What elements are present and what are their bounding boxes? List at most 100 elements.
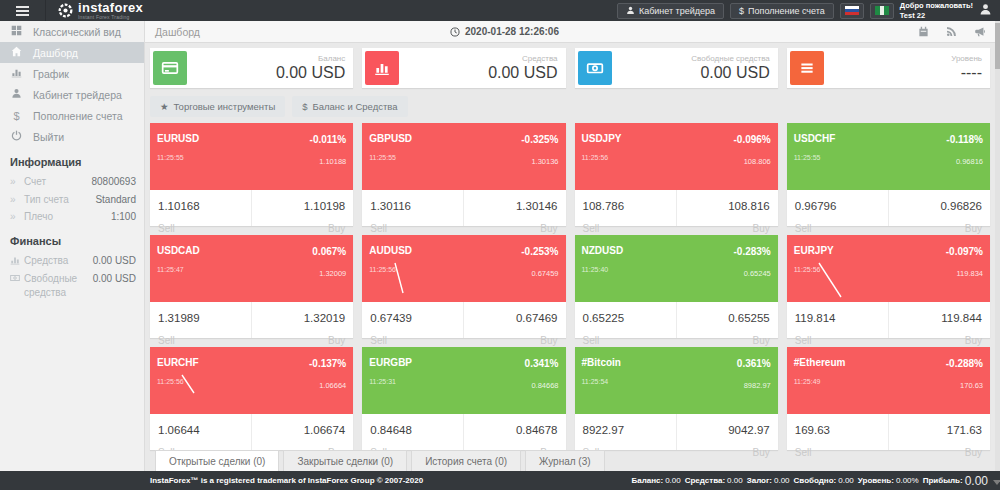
- sell-button[interactable]: 108.786Sell: [575, 190, 677, 226]
- buy-button[interactable]: 0.84678Buy: [464, 414, 565, 450]
- buy-button[interactable]: 9042.97Buy: [677, 414, 778, 450]
- sidebar-item-dashboard[interactable]: Дашборд: [0, 42, 144, 63]
- tile-time: 11:25:55: [157, 154, 184, 161]
- scrollbar-down-arrow[interactable]: [993, 480, 1000, 485]
- buy-button[interactable]: 0.67469Buy: [464, 302, 565, 338]
- quote-tile-ethereum[interactable]: #Ethereum11:25:49 -0.288%170.63 169.63Se…: [787, 347, 990, 450]
- quote-tile-usdjpy[interactable]: USDJPY11:25:56 -0.096%108.806 108.786Sel…: [575, 123, 778, 226]
- person-icon: [626, 6, 635, 15]
- top-header: instaforex Instant Forex Trading Кабинет…: [0, 0, 1000, 21]
- tile-symbol: USDCHF: [794, 133, 836, 144]
- tile-symbol: EURCHF: [157, 357, 199, 368]
- quote-tile-usdcad[interactable]: USDCAD11:25:47 0.067%1.32009 1.31989Sell…: [150, 235, 353, 338]
- buy-button[interactable]: 1.32019Buy: [252, 302, 353, 338]
- sell-button[interactable]: 1.31989Sell: [150, 302, 252, 338]
- copyright-text: InstaForex™ is a registered trademark of…: [150, 476, 423, 485]
- sidebar-item-logout[interactable]: Выйти: [0, 126, 144, 147]
- buy-button[interactable]: 171.63Buy: [889, 414, 990, 450]
- card-label: Средства: [522, 54, 557, 64]
- vertical-scrollbar[interactable]: [995, 21, 1000, 471]
- sell-button[interactable]: 0.65225Sell: [575, 302, 677, 338]
- quote-tiles: EURUSD11:25:55 -0.011%1.10188 1.10168Sel…: [150, 123, 990, 450]
- buy-button[interactable]: 108.816Buy: [677, 190, 778, 226]
- tile-symbol: NZDUSD: [582, 245, 624, 256]
- sidebar-item-trader-cabinet[interactable]: Кабинет трейдера: [0, 84, 144, 105]
- sell-button[interactable]: 169.63Sell: [787, 414, 889, 450]
- sparkline: [180, 373, 204, 399]
- megaphone-icon[interactable]: [974, 26, 986, 37]
- card-label: Уровень: [951, 54, 982, 64]
- grid-icon: [10, 25, 23, 38]
- buy-button[interactable]: 1.30146Buy: [464, 190, 565, 226]
- trading-instruments-button[interactable]: ★ Торговые инструменты: [150, 96, 285, 117]
- quote-tile-eurjpy[interactable]: EURJPY11:25:56 -0.097%119.834 119.814Sel…: [787, 235, 990, 338]
- language-flag-ru[interactable]: [840, 3, 864, 19]
- quote-tile-gbpusd[interactable]: GBPUSD11:25:55 -0.325%1.30136 1.30116Sel…: [362, 123, 565, 226]
- logo[interactable]: instaforex Instant Forex Trading: [46, 1, 143, 20]
- quote-tile-eurchf[interactable]: EURCHF11:25:56 -0.137%1.06664 1.06644Sel…: [150, 347, 353, 450]
- logo-gear-icon: [58, 3, 73, 18]
- sell-button[interactable]: 0.96796Sell: [787, 190, 889, 226]
- calendar-icon[interactable]: [918, 26, 929, 37]
- trader-cabinet-button[interactable]: Кабинет трейдера: [617, 3, 724, 19]
- sell-button[interactable]: 8922.97Sell: [575, 414, 677, 450]
- finance-row-free-equity: Свободные средства 0.00 USD: [0, 270, 144, 301]
- menu-toggle-icon[interactable]: [0, 0, 46, 21]
- bar-chart-icon: [10, 67, 23, 80]
- balance-equity-button[interactable]: $ Баланс и Средства: [292, 96, 407, 117]
- buy-button[interactable]: 1.10198Buy: [252, 190, 353, 226]
- tile-change-pct: -0.097%: [946, 246, 983, 257]
- sell-button[interactable]: 0.67439Sell: [362, 302, 464, 338]
- quote-tile-eurusd[interactable]: EURUSD11:25:55 -0.011%1.10188 1.10168Sel…: [150, 123, 353, 226]
- tile-price: 0.65245: [744, 269, 771, 278]
- footer-account-stats: Баланс:0.00 Средства:0.00 Залог:0.00 Сво…: [631, 474, 1000, 488]
- tile-symbol: USDJPY: [582, 133, 622, 144]
- sell-button[interactable]: 119.814Sell: [787, 302, 889, 338]
- footer: InstaForex™ is a registered trademark of…: [0, 471, 1000, 490]
- sidebar-item-chart[interactable]: График: [0, 63, 144, 84]
- tile-price: 170.63: [960, 381, 983, 390]
- sell-button[interactable]: 0.84648Sell: [362, 414, 464, 450]
- balance-card: Баланс 0.00 USD: [150, 48, 353, 88]
- scrollbar-thumb[interactable]: [995, 23, 1000, 69]
- tile-time: 11:25:31: [369, 378, 396, 385]
- banknote-icon: [578, 51, 612, 85]
- logo-tagline: Instant Forex Trading: [78, 15, 143, 20]
- user-avatar-icon[interactable]: [979, 2, 992, 20]
- tile-symbol: GBPUSD: [369, 133, 412, 144]
- tab-account-history[interactable]: История счета (0): [411, 450, 521, 471]
- mini-chart-icon: [10, 254, 24, 269]
- rss-icon[interactable]: [946, 26, 957, 37]
- tile-time: 11:25:47: [157, 266, 184, 273]
- quote-tile-bitcoin[interactable]: #Bitcoin11:25:54 0.361%8982.97 8922.97Se…: [575, 347, 778, 450]
- sell-button[interactable]: 1.06644Sell: [150, 414, 252, 450]
- info-section-header: Информация: [0, 147, 144, 173]
- tile-symbol: EURJPY: [794, 245, 834, 256]
- tile-time: 11:25:55: [369, 154, 396, 161]
- quote-tile-nzdusd[interactable]: NZDUSD11:25:40 -0.283%0.65245 0.65225Sel…: [575, 235, 778, 338]
- sell-button[interactable]: 1.10168Sell: [150, 190, 252, 226]
- sell-button[interactable]: 1.30116Sell: [362, 190, 464, 226]
- buy-button[interactable]: 0.65255Buy: [677, 302, 778, 338]
- person-icon: [10, 88, 23, 101]
- buy-button[interactable]: 119.844Buy: [889, 302, 990, 338]
- buy-button[interactable]: 1.06674Buy: [252, 414, 353, 450]
- tile-symbol: #Bitcoin: [582, 357, 621, 368]
- tile-price: 108.806: [744, 157, 771, 166]
- sidebar-item-deposit[interactable]: $ Пополнение счета: [0, 105, 144, 126]
- deposit-button[interactable]: $ Пополнение счета: [730, 3, 834, 19]
- tile-time: 11:25:54: [582, 378, 609, 385]
- quote-tile-eurgbp[interactable]: EURGBP11:25:31 0.341%0.84668 0.84648Sell…: [362, 347, 565, 450]
- sparkline: [817, 261, 845, 299]
- tab-open-trades[interactable]: Открытые сделки (0): [155, 450, 279, 471]
- language-flag-alt[interactable]: [870, 3, 894, 19]
- buy-button[interactable]: 0.96826Buy: [889, 190, 990, 226]
- tab-closed-trades[interactable]: Закрытые сделки (0): [283, 450, 407, 471]
- bar-chart-icon: [365, 51, 399, 85]
- tab-journal[interactable]: Журнал (3): [525, 450, 605, 471]
- sidebar-item-classic-view[interactable]: Классический вид: [0, 21, 144, 42]
- clock-icon: [450, 27, 460, 37]
- card-value: 0.00 USD: [276, 63, 345, 82]
- quote-tile-usdchf[interactable]: USDCHF11:25:55 -0.118%0.96816 0.96796Sel…: [787, 123, 990, 226]
- quote-tile-audusd[interactable]: AUDUSD11:25:56 -0.253%0.67459 0.67439Sel…: [362, 235, 565, 338]
